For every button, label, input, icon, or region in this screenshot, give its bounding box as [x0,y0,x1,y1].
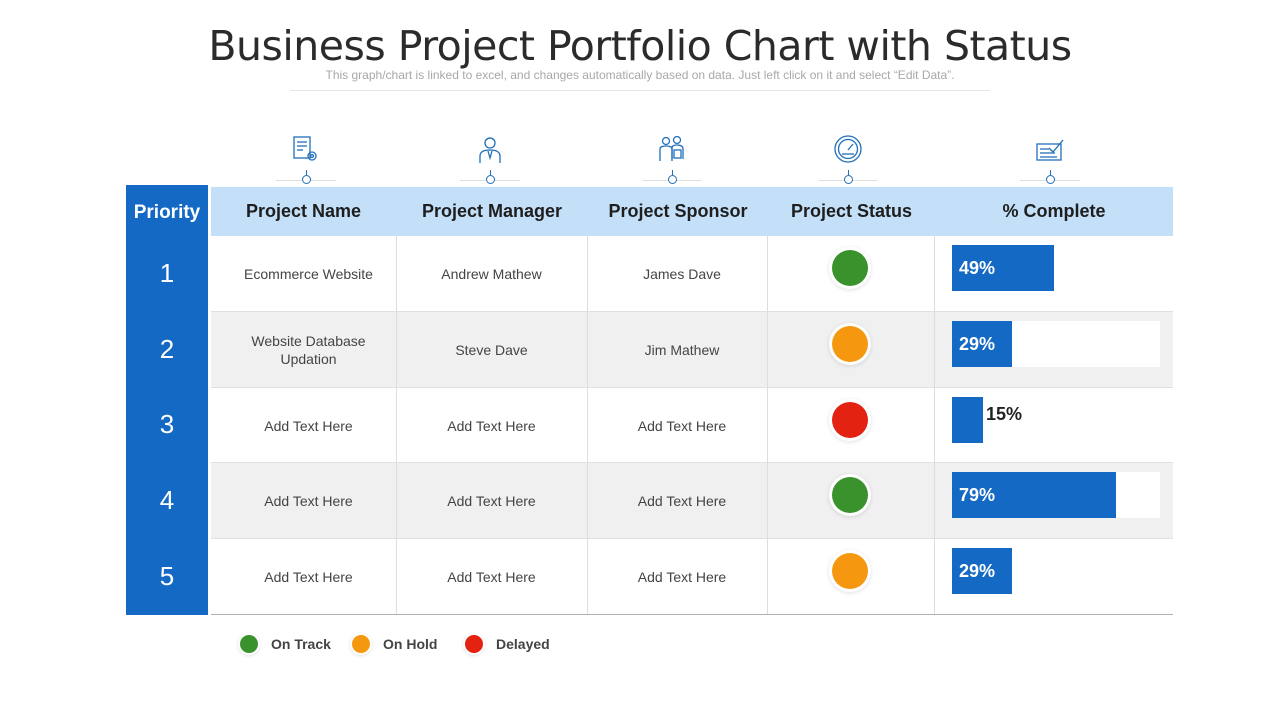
row-divider [211,311,1173,312]
progress-bar [952,397,983,443]
percent-complete-label: 29% [959,561,996,581]
legend-swatch [240,635,258,653]
project-sponsor-cell: Jim Mathew [644,342,720,358]
project-name-cell: Add Text Here [264,493,353,509]
checklist-icon [1020,134,1080,186]
column-divider [934,236,935,614]
percent-complete-label: 29% [959,334,996,354]
percent-complete-label: 49% [959,258,996,278]
subtitle-divider [290,90,990,91]
priority-header: Priority [133,202,201,223]
project-manager-cell: Add Text Here [447,569,536,585]
project-name-cell: Add Text Here [264,418,353,434]
progress-bar [952,548,1012,594]
project-manager-cell: Andrew Mathew [441,266,542,282]
row-divider [211,538,1173,539]
project-sponsor-cell: Add Text Here [637,418,727,434]
percent-complete-label: 15% [986,404,1023,424]
progress-track [952,397,1160,443]
document-gear-icon [276,134,336,186]
page-subtitle: This graph/chart is linked to excel, and… [325,68,955,82]
project-sponsor-cell: Add Text Here [637,569,727,585]
col-header-project-status: Project Status [790,201,913,221]
priority-number: 1 [159,258,175,288]
project-sponsor-cell: James Dave [643,266,721,282]
priority-column: Priority 1 2 3 4 5 [126,185,208,615]
manager-person-icon [460,134,520,186]
column-divider [587,236,588,614]
table-header: Project Name Project Manager Project Spo… [211,187,1173,236]
percent-complete-label: 79% [959,485,996,505]
project-manager-cell: Add Text Here [447,418,536,434]
project-name-cell: Website Database Updation [251,333,366,367]
status-indicator-on-hold [832,326,868,362]
legend-label: On Track [271,636,331,652]
project-manager-cell: Add Text Here [447,493,536,509]
legend-label: Delayed [496,636,550,652]
project-name-cell: Add Text Here [264,569,353,585]
col-header-project-manager: Project Manager [421,201,563,221]
row-divider [211,462,1173,463]
priority-number: 2 [159,334,175,364]
progress-bar [952,472,1116,518]
priority-number: 5 [159,561,175,591]
project-sponsor-cell: Add Text Here [637,493,727,509]
priority-number: 3 [159,409,175,439]
status-indicator-delayed [832,402,868,438]
legend-swatch [352,635,370,653]
column-divider [767,236,768,614]
row-divider [211,387,1173,388]
page-title: Business Project Portfolio Chart with St… [208,22,1072,70]
column-divider [396,236,397,614]
sponsor-group-icon [642,134,702,186]
col-header-project-name: Project Name [245,201,362,221]
status-indicator-on-hold [832,553,868,589]
project-name-cell: Ecommerce Website [244,266,373,282]
col-header-project-sponsor: Project Sponsor [608,201,748,221]
status-indicator-on-track [832,250,868,286]
table-bottom-border [211,614,1173,615]
legend-label: On Hold [383,636,438,652]
progress-bar [952,245,1054,291]
speedometer-icon [818,134,878,186]
legend-swatch [465,635,483,653]
priority-number: 4 [159,485,175,515]
project-manager-cell: Steve Dave [455,342,528,358]
progress-bar [952,321,1012,367]
status-indicator-on-track [832,477,868,513]
col-header-complete: % Complete [1002,201,1106,221]
